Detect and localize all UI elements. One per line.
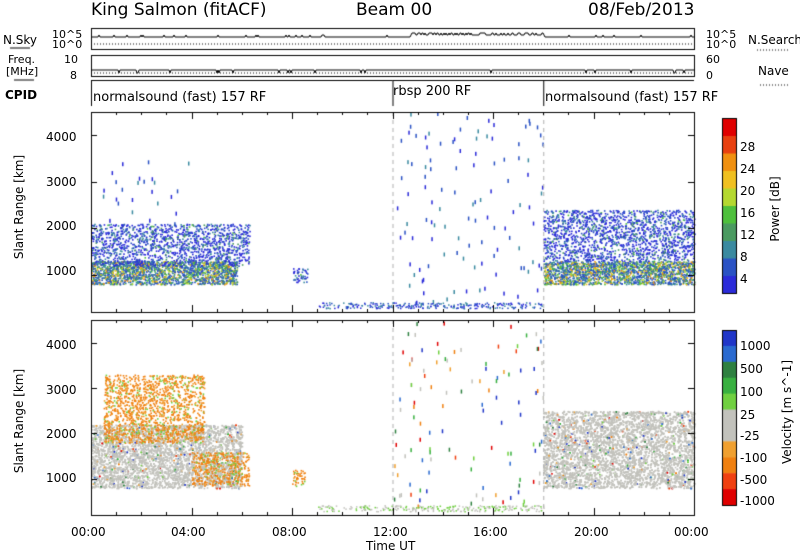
station-title: King Salmon (fitACF): [91, 0, 267, 20]
power-colorbar-tick: 24: [740, 162, 756, 176]
xtick: 00:00: [71, 525, 106, 539]
power-ytick: 1000: [46, 264, 77, 278]
xtick: 12:00: [373, 525, 408, 539]
velocity-yaxis-label: Slant Range [km]: [12, 368, 26, 474]
xaxis-label: Time UT: [366, 539, 416, 553]
power-yaxis-label: Slant Range [km]: [12, 154, 26, 260]
cpid-segment-label: rbsp 200 RF: [393, 84, 472, 99]
power-colorbar-tick: 16: [740, 206, 756, 220]
velocity-colorbar-tick: -500: [740, 473, 768, 487]
nave-tick-high: 60: [706, 53, 720, 66]
freq-label: Freq.: [8, 53, 36, 66]
nsky-tick-high: 10^5: [52, 28, 83, 41]
nsearch-label: N.Search: [748, 33, 800, 47]
date-title: 08/Feb/2013: [588, 0, 695, 20]
freq-unit: [MHz]: [6, 65, 39, 78]
power-ytick: 4000: [46, 130, 77, 144]
power-colorbar-tick: 8: [740, 250, 748, 264]
power-colorbar-tick: 4: [740, 272, 748, 286]
power-colorbar-tick: 28: [740, 140, 756, 154]
freq-tick-high: 10: [64, 53, 78, 66]
xtick: 20:00: [574, 525, 609, 539]
freq-tick-low: 8: [70, 69, 77, 82]
velocity-colorbar-label: Velocity [m s^-1]: [780, 347, 794, 477]
xtick: 08:00: [272, 525, 307, 539]
velocity-colorbar-tick: -1000: [740, 494, 775, 508]
velocity-colorbar-tick: -100: [740, 451, 768, 465]
velocity-colorbar-tick: 100: [740, 385, 763, 399]
nsearch-tick-low: 10^0: [706, 38, 737, 51]
power-colorbar-tick: 12: [740, 228, 756, 242]
nsky-tick-low: 10^0: [52, 38, 83, 51]
nsearch-tick-high: 10^5: [706, 28, 737, 41]
xtick: 00:00: [674, 525, 709, 539]
xtick: 16:00: [473, 525, 508, 539]
cpid-segment-label: normalsound (fast) 157 RF: [93, 90, 267, 105]
cpid-label: CPID: [5, 88, 38, 102]
cpid-segment-label: normalsound (fast) 157 RF: [545, 90, 719, 105]
nsky-label: N.Sky: [3, 33, 38, 47]
velocity-colorbar-tick: 25: [740, 408, 756, 422]
power-colorbar-tick: 20: [740, 184, 756, 198]
velocity-colorbar-tick: 1000: [740, 339, 771, 353]
power-ytick: 3000: [46, 175, 77, 189]
power-colorbar-label: Power [dB]: [768, 176, 782, 242]
velocity-colorbar-tick: -25: [740, 429, 760, 443]
beam-title: Beam 00: [356, 0, 433, 20]
nave-label: Nave: [758, 64, 789, 78]
nave-tick-low: 0: [706, 69, 713, 82]
velocity-unit-text: Velocity [m s^-1]: [780, 359, 794, 465]
velocity-colorbar-tick: 500: [740, 362, 763, 376]
xtick: 04:00: [171, 525, 206, 539]
velocity-ytick: 4000: [46, 338, 77, 352]
velocity-ytick: 1000: [46, 471, 77, 485]
velocity-ytick: 3000: [46, 383, 77, 397]
velocity-ytick: 2000: [46, 427, 77, 441]
power-ytick: 2000: [46, 219, 77, 233]
